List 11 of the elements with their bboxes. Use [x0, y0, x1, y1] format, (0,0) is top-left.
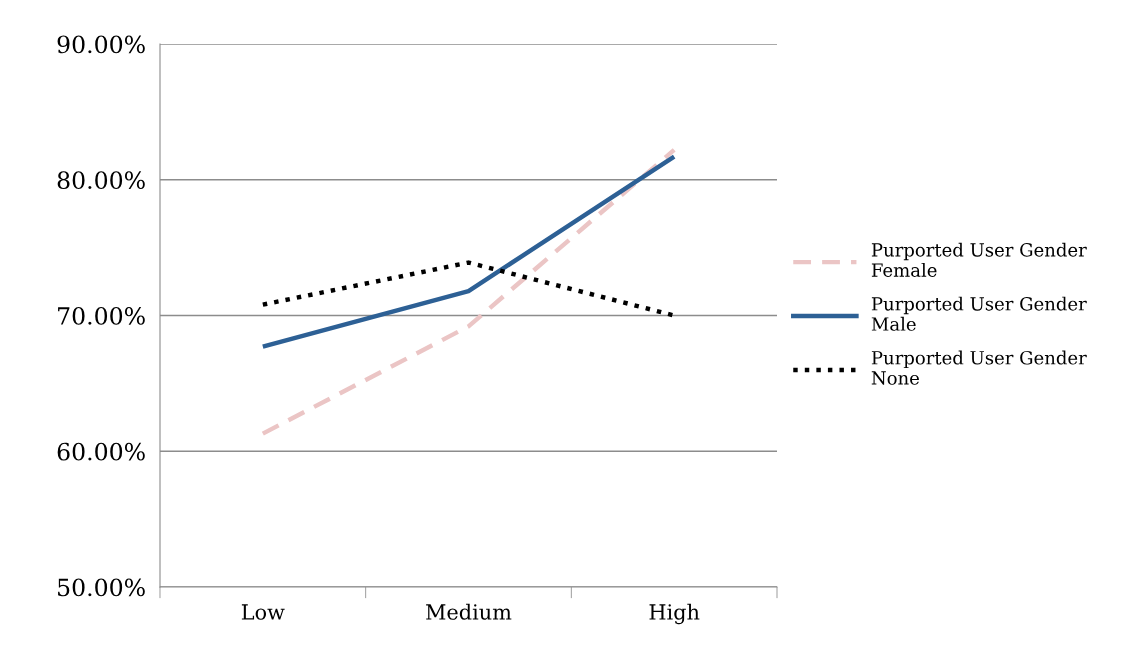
legend-label: Purported User Gender Male	[871, 296, 1087, 331]
x-tick-label: Low	[241, 604, 285, 620]
y-tick-label: 70.00%	[58, 306, 145, 325]
x-tick-label: Medium	[426, 603, 512, 620]
y-tick-label: 90.00%	[57, 35, 145, 54]
legend-label: Purported User Gender None	[871, 350, 1087, 385]
y-tick-label: 60.00%	[57, 442, 145, 461]
y-tick-label: 50.00%	[58, 578, 145, 597]
legend-label: Purported User Gender Female	[871, 242, 1087, 277]
x-tick-label: High	[649, 603, 700, 625]
y-tick-label: 80.00%	[57, 171, 145, 190]
